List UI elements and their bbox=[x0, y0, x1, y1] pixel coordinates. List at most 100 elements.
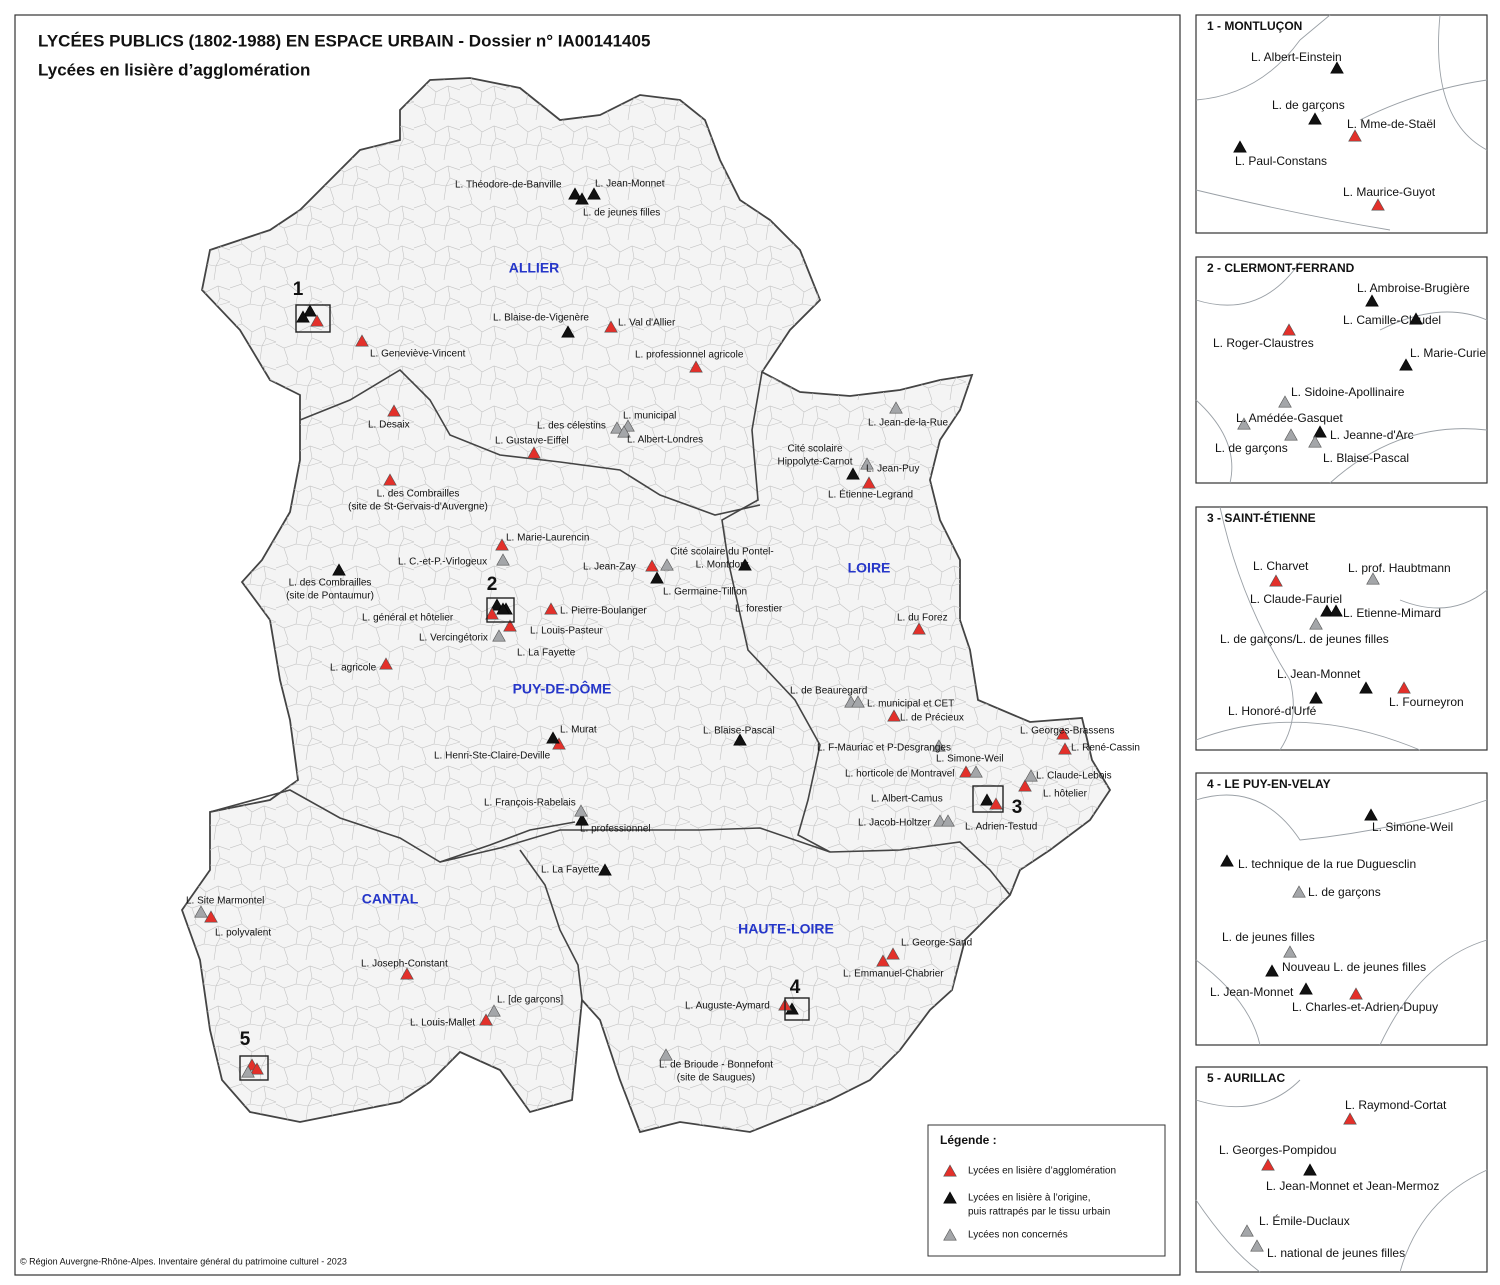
lycee-marker bbox=[1308, 112, 1322, 125]
lycee-marker bbox=[310, 314, 324, 327]
lycee-marker bbox=[1343, 1112, 1357, 1125]
lycee-label: L. Étienne-Legrand bbox=[828, 488, 913, 501]
lycee-label: L. Adrien-Testud bbox=[965, 822, 1037, 833]
inset-label: L. Raymond-Cortat bbox=[1345, 1098, 1447, 1112]
lycee-marker bbox=[959, 765, 973, 778]
inset-label: L. Etienne-Mimard bbox=[1343, 606, 1441, 620]
lycee-marker bbox=[1250, 1239, 1264, 1252]
lycee-marker bbox=[889, 401, 903, 414]
inset-label: L. Georges-Pompidou bbox=[1219, 1143, 1336, 1157]
zoom-boxes bbox=[239, 304, 1004, 1081]
department-name: HAUTE-LOIRE bbox=[738, 921, 834, 937]
inset-streets bbox=[1195, 506, 1488, 751]
lycee-marker bbox=[932, 739, 946, 752]
lycee-marker bbox=[1359, 681, 1373, 694]
zoom-box bbox=[239, 1055, 269, 1081]
lycee-marker bbox=[194, 905, 208, 918]
lycee-marker bbox=[1058, 742, 1072, 755]
lycee-marker bbox=[561, 325, 575, 338]
inset-label: L. Maurice-Guyot bbox=[1343, 185, 1436, 199]
lycee-marker bbox=[659, 1048, 673, 1061]
lycee-label: L. Jean-de-la-Rue bbox=[868, 418, 948, 429]
zoom-number: 3 bbox=[1012, 797, 1023, 818]
inset-label: L. Honoré-d'Urfé bbox=[1228, 704, 1317, 718]
lycee-label: L. Théodore-de-Banville bbox=[455, 180, 562, 191]
lycee-marker bbox=[598, 863, 612, 876]
inset-label: L. Simone-Weil bbox=[1372, 820, 1453, 834]
lycee-marker bbox=[851, 695, 865, 708]
inset-label: L. prof. Haubtmann bbox=[1348, 561, 1451, 575]
lycee-marker bbox=[862, 476, 876, 489]
lycee-label: L. Louis-Pasteur bbox=[530, 626, 603, 637]
inset-streets bbox=[1195, 1079, 1488, 1273]
zoom-box bbox=[972, 785, 1004, 813]
lycee-marker bbox=[552, 737, 566, 750]
lycee-label: L. de jeunes filles bbox=[583, 208, 660, 219]
lycee-marker bbox=[387, 404, 401, 417]
lycee-label: L. du Forez bbox=[897, 613, 948, 624]
lycee-marker bbox=[1309, 691, 1323, 704]
lycee-label: L. Pierre-Boulanger bbox=[560, 606, 647, 617]
legend-label: Lycées en lisière d’agglomération bbox=[968, 1166, 1116, 1177]
lycee-label: L. horticole de Montravel bbox=[845, 769, 955, 780]
lycee-marker bbox=[980, 793, 994, 806]
zoom-box bbox=[784, 997, 810, 1021]
lycee-label: L. C.-et-P.-Virlogeux bbox=[398, 557, 487, 568]
inset-title: 3 - SAINT-ÉTIENNE bbox=[1207, 510, 1316, 525]
lycee-marker bbox=[1299, 982, 1313, 995]
lycee-label: L. Henri-Ste-Claire-Deville bbox=[434, 751, 551, 762]
inset-label: L. de garçons bbox=[1215, 441, 1288, 455]
lycee-marker bbox=[943, 1164, 957, 1177]
lycee-marker bbox=[495, 538, 509, 551]
lycee-label: L. Site Marmontel bbox=[186, 896, 264, 907]
lycee-marker bbox=[689, 360, 703, 373]
lycee-label: L. général et hôtelier bbox=[362, 613, 454, 624]
lycee-marker bbox=[1269, 574, 1283, 587]
inset-label: L. de garçons bbox=[1272, 98, 1345, 112]
lycee-marker bbox=[1018, 779, 1032, 792]
lycee-label: L. de Beauregard bbox=[790, 686, 867, 697]
inset-label: L. technique de la rue Duguesclin bbox=[1238, 857, 1416, 871]
inset-streets bbox=[1195, 14, 1488, 231]
commune-mesh bbox=[182, 78, 1110, 1132]
subtitle: Lycées en lisière d’agglomération bbox=[38, 60, 310, 79]
lycee-marker bbox=[886, 947, 900, 960]
inset-label: L. Albert-Einstein bbox=[1251, 50, 1342, 64]
inset-label: L. Charles-et-Adrien-Dupuy bbox=[1292, 1000, 1438, 1014]
lycee-marker bbox=[1240, 1224, 1254, 1237]
legend-box bbox=[927, 1124, 1166, 1257]
inset-label: L. de jeunes filles bbox=[1222, 930, 1315, 944]
department-borders bbox=[209, 368, 1011, 1001]
lycee-marker bbox=[296, 310, 310, 323]
lycee-label: L. Albert-Londres bbox=[627, 435, 703, 446]
lycee-label: L. Murat bbox=[560, 725, 597, 736]
lycee-marker bbox=[303, 304, 317, 317]
lycee-label: L. Louis-Mallet bbox=[410, 1018, 475, 1029]
lycee-label: L. de Précieux bbox=[900, 713, 964, 724]
lycee-label: L. Marie-Laurencin bbox=[506, 533, 589, 544]
department-name: ALLIER bbox=[509, 260, 560, 276]
lycee-marker bbox=[604, 320, 618, 333]
inset-label: L. Claude-Fauriel bbox=[1250, 592, 1342, 606]
lycee-label: L. professionnel agricole bbox=[635, 350, 744, 361]
lycee-marker bbox=[1365, 294, 1379, 307]
lycee-marker bbox=[989, 797, 1003, 810]
lycee-marker bbox=[660, 558, 674, 571]
lycee-marker bbox=[332, 563, 346, 576]
zoom-number: 2 bbox=[487, 574, 498, 595]
lycee-marker bbox=[1233, 140, 1247, 153]
lycee-label: L. Germaine-Tillion bbox=[663, 587, 747, 598]
lycee-label: L. Vercingétorix bbox=[419, 633, 488, 644]
inset-label: L. Marie-Curie bbox=[1410, 346, 1486, 360]
inset-label: L. de garçons/L. de jeunes filles bbox=[1220, 632, 1389, 646]
lycee-marker bbox=[379, 657, 393, 670]
lycee-label: L. des Combrailles bbox=[377, 489, 460, 500]
legend-label: Lycées non concernés bbox=[968, 1230, 1068, 1241]
inset-label: L. Fourneyron bbox=[1389, 695, 1464, 709]
lycee-marker bbox=[943, 1228, 957, 1241]
legend-label: puis rattrapés par le tissu urbain bbox=[968, 1207, 1110, 1218]
lycee-marker bbox=[1330, 61, 1344, 74]
lycee-marker bbox=[1220, 854, 1234, 867]
inset-label: L. Roger-Claustres bbox=[1213, 336, 1314, 350]
lycee-marker bbox=[1366, 572, 1380, 585]
